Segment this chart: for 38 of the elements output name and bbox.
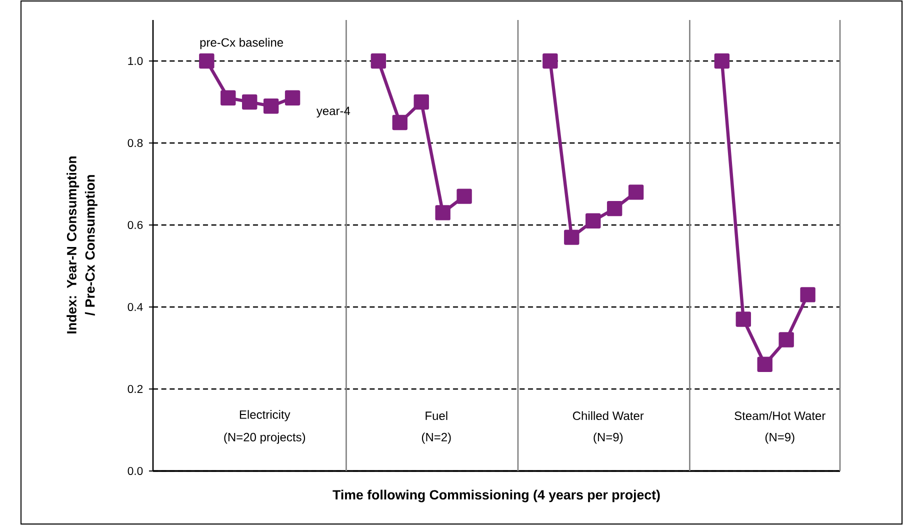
annotation: (N=20 projects) (224, 432, 306, 444)
point (199, 53, 214, 69)
point (714, 53, 730, 69)
point (757, 356, 772, 372)
y-tick-label: 0.2 (128, 384, 143, 393)
annotation: pre-Cx baseline (200, 38, 284, 50)
point (284, 90, 300, 106)
point (263, 98, 279, 114)
point (435, 205, 450, 220)
annotation: Fuel (426, 411, 448, 420)
point (606, 200, 622, 216)
annotation: (N=9) (594, 432, 623, 444)
y-tick-label: 0.6 (128, 220, 143, 229)
point (242, 94, 258, 110)
point (542, 53, 558, 69)
point (778, 332, 794, 348)
annotation: Steam/Hot Water (734, 411, 826, 420)
annotation: Chilled Water (572, 411, 644, 420)
y-tick-label: 0.4 (128, 302, 143, 311)
point (370, 53, 386, 69)
annotation: (N=9) (765, 432, 794, 444)
point (586, 213, 601, 228)
point (414, 94, 429, 110)
y-tick-label: 0.0 (128, 466, 143, 475)
point (392, 114, 408, 130)
y-tick-label: 0.8 (128, 138, 143, 147)
point (456, 188, 472, 204)
annotation: Electricity (240, 410, 290, 422)
y-axis-title: Index: Year-N Consumption / Pre-Cx Consumption (66, 156, 98, 334)
x-axis-title: Time following Commissioning (4 years per project) (332, 490, 660, 502)
point (220, 90, 236, 106)
point (628, 184, 644, 200)
point (800, 287, 816, 302)
y-tick-label: 1.0 (128, 56, 143, 65)
point (736, 312, 751, 327)
point (564, 230, 580, 245)
annotation: (N=2) (422, 432, 451, 444)
annotation: year-4 (316, 106, 350, 118)
